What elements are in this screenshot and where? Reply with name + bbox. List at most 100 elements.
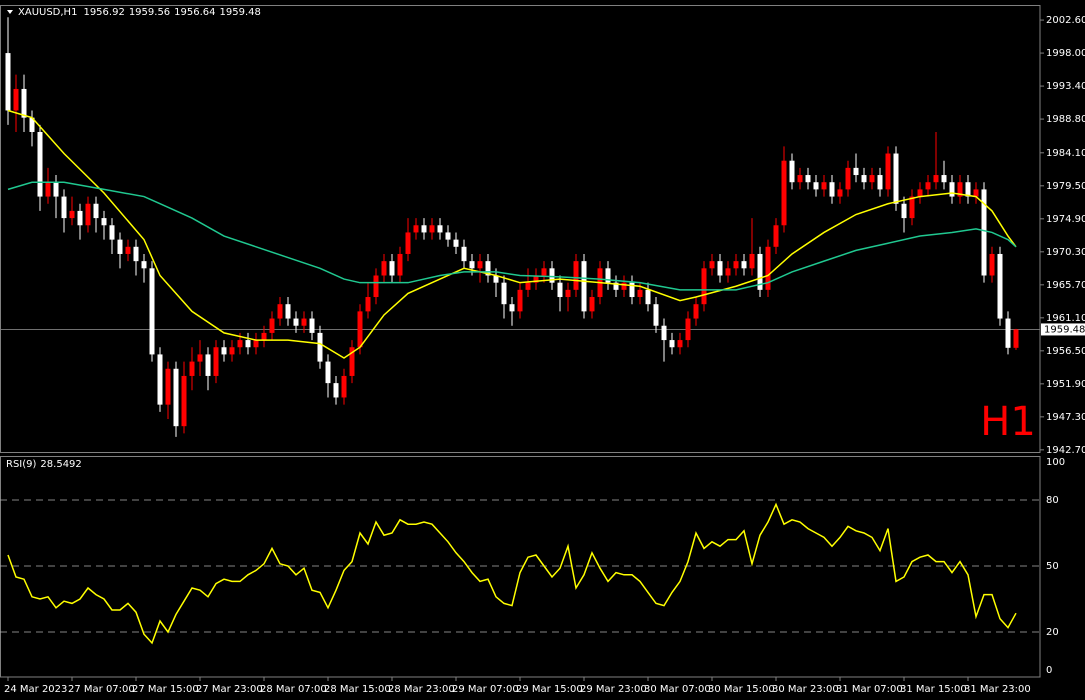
y-tick-label: 1947.30 [1046, 412, 1085, 423]
candle-body [581, 261, 587, 312]
x-tick-label: 28 Mar 23:00 [388, 684, 455, 695]
candle-body [709, 261, 715, 269]
candle-body [973, 189, 979, 197]
header-high: 1959.56 [129, 7, 170, 18]
candle-body [829, 182, 835, 197]
candle-body [917, 189, 923, 197]
candle-body [509, 304, 515, 312]
candle-body [45, 182, 51, 197]
candle-body [21, 88, 27, 118]
candle-body [293, 318, 299, 326]
candle-body [949, 182, 955, 197]
y-tick-label: 50 [1046, 561, 1059, 572]
candle-body [877, 175, 883, 190]
candle-body [621, 282, 627, 290]
candle-body [941, 175, 947, 183]
candle-body [181, 375, 187, 427]
x-tick-label: 29 Mar 07:00 [452, 684, 519, 695]
x-tick-label: 29 Mar 15:00 [516, 684, 583, 695]
candle-body [173, 368, 179, 427]
candle-body [797, 175, 803, 183]
rsi-line [7, 502, 1017, 645]
candle-body [933, 175, 939, 183]
candle-body [533, 275, 539, 283]
candle-body [749, 253, 755, 269]
rsi-header: RSI(9) 28.5492 [6, 459, 82, 470]
candle-body [205, 354, 211, 376]
candle-body [277, 304, 283, 319]
candle-body [77, 210, 83, 226]
candle-body [477, 261, 483, 269]
candle-body [677, 340, 683, 348]
candle-body [981, 189, 987, 276]
candle-body [453, 239, 459, 247]
candle-body [413, 225, 419, 233]
y-tick-label: 2002.60 [1046, 15, 1085, 26]
candle-body [461, 246, 467, 262]
candle-body [661, 325, 667, 341]
x-tick-label: 30 Mar 07:00 [644, 684, 711, 695]
candle-body [693, 304, 699, 319]
candle-body [493, 275, 499, 283]
candle-body [301, 318, 307, 326]
candle-body [165, 368, 171, 405]
candle-body [629, 282, 635, 298]
candle-body [589, 297, 595, 312]
candle-body [13, 88, 19, 111]
candle-body [397, 253, 403, 276]
candle-body [93, 203, 99, 219]
candle-body [61, 196, 67, 219]
candle-body [445, 232, 451, 240]
candle-body [813, 182, 819, 190]
candle-body [149, 268, 155, 355]
candle-body [325, 361, 331, 384]
candle-body [245, 340, 251, 348]
candle-body [221, 347, 227, 355]
candle-body [485, 261, 491, 276]
candle-body [853, 167, 859, 176]
candle-body [869, 175, 875, 183]
x-tick-label: 31 Mar 15:00 [900, 684, 967, 695]
menu-arrow[interactable] [7, 10, 13, 14]
candle-body [437, 225, 443, 233]
candle-body [69, 210, 75, 219]
candle-body [885, 153, 891, 190]
candle-body [789, 160, 795, 183]
candle-body [549, 268, 555, 283]
x-tick-label: 24 Mar 2023 [4, 684, 67, 695]
candle-body [741, 261, 747, 269]
candle-body [269, 318, 275, 333]
candle-body [133, 246, 139, 262]
candle-body [389, 261, 395, 276]
candle-body [37, 131, 43, 197]
candle-body [373, 275, 379, 298]
x-tick-label: 30 Mar 15:00 [708, 684, 775, 695]
x-tick-label: 27 Mar 15:00 [132, 684, 199, 695]
x-tick-label: 27 Mar 07:00 [68, 684, 135, 695]
candle-body [125, 246, 131, 254]
y-tick-label: 80 [1046, 495, 1059, 506]
candle-body [573, 261, 579, 290]
rsi-value: 28.5492 [40, 459, 81, 470]
candle-body [85, 203, 91, 226]
candle-body [365, 297, 371, 312]
chart-header: XAUUSD,H1 1956.92 1959.56 1956.64 1959.48 [18, 7, 261, 18]
symbol: XAUUSD,H1 [18, 7, 77, 18]
y-tick-label: 1988.80 [1046, 114, 1085, 125]
moving-average-line [7, 109, 1017, 359]
candle-body [965, 182, 971, 197]
x-tick-label: 28 Mar 07:00 [260, 684, 327, 695]
candle-body [157, 354, 163, 405]
current-price-box [1041, 323, 1085, 336]
candle-body [725, 268, 731, 276]
candle-body [141, 261, 147, 269]
y-tick-label: 100 [1046, 457, 1065, 468]
x-tick-label: 31 Mar 07:00 [836, 684, 903, 695]
candle-body [405, 232, 411, 254]
candle-body [517, 289, 523, 312]
main-panel-frame [0, 5, 1041, 453]
y-tick-label: 1970.30 [1046, 247, 1085, 258]
y-tick-label: 1956.50 [1046, 346, 1085, 357]
